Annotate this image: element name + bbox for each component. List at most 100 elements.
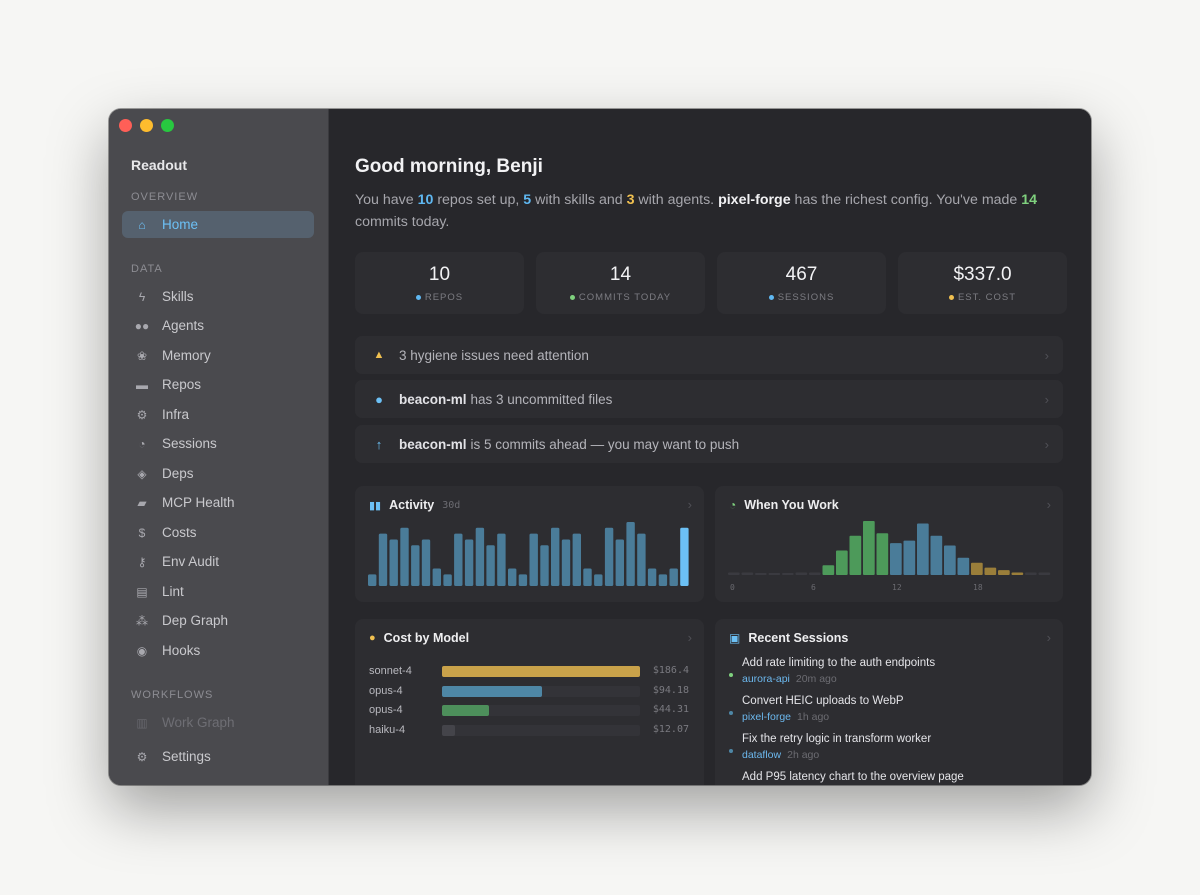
activity-bar — [561, 539, 571, 586]
when-you-work-title: ◔ When You Work — [729, 498, 839, 512]
clock-icon: ◔ — [138, 436, 146, 451]
card-title-text: Activity — [389, 498, 435, 512]
session-repo[interactable]: dataflow — [742, 749, 782, 761]
hour-tick-label: 0 — [730, 583, 735, 592]
hour-bar — [944, 545, 956, 575]
sidebar-item-label: Dep Graph — [162, 613, 229, 628]
hour-bar — [930, 535, 943, 575]
cost-row: haiku-4 $12.07 — [369, 724, 689, 738]
session-dot-icon — [729, 673, 733, 677]
sidebar: Readout OVERVIEW ⌂ Home DATA ϟ Skills ●● Ag… — [109, 109, 329, 785]
sidebar-item-sessions[interactable]: ◔ Sessions — [122, 430, 314, 457]
hour-bar — [782, 573, 794, 575]
sidebar-item-repos[interactable]: ▬ Repos — [122, 371, 314, 398]
stat-card-commits[interactable]: 14 COMMITS TODAY — [536, 252, 705, 314]
sidebar-item-memory[interactable]: ❀ Memory — [122, 342, 314, 369]
zoom-window-button[interactable] — [161, 119, 174, 132]
recent-sessions-card[interactable]: ▣ Recent Sessions › Add rate limiting to… — [715, 619, 1063, 785]
hour-bar — [971, 562, 983, 575]
hour-bar — [728, 572, 740, 575]
arrow-up-icon: ↑ — [375, 436, 383, 452]
status-dot-icon — [948, 294, 954, 300]
stat-card-repos[interactable]: 10 REPOS — [355, 252, 524, 314]
sidebar-item-mcp-health[interactable]: ▰ MCP Health — [122, 489, 314, 516]
sidebar-item-skills[interactable]: ϟ Skills — [122, 283, 314, 310]
sidebar-item-lint[interactable]: ▤ Lint — [122, 578, 314, 605]
stat-card-sessions[interactable]: 467 SESSIONS — [717, 252, 886, 314]
minimize-window-button[interactable] — [140, 119, 153, 132]
sidebar-item-deps[interactable]: ◈ Deps — [122, 460, 314, 487]
session-time: 1h ago — [797, 711, 830, 723]
sidebar-item-settings[interactable]: ⚙ Settings — [122, 743, 314, 770]
sidebar-item-label: Hooks — [162, 643, 201, 658]
session-dot-icon — [729, 711, 733, 715]
alert-commits-ahead[interactable]: ↑ beacon-ml is 5 commits ahead — you may… — [355, 425, 1063, 463]
session-repo[interactable]: pixel-forge — [742, 711, 792, 723]
hour-bar — [822, 565, 835, 575]
model-cost: $12.07 — [652, 724, 689, 736]
cost-by-model-card[interactable]: ● Cost by Model › sonnet-4 $186.4 opus-4 $9… — [355, 619, 704, 785]
cost-bar-track — [442, 685, 640, 697]
activity-card[interactable]: ▮▮ Activity 30d › — [355, 486, 704, 602]
session-item[interactable]: Fix the retry logic in transform worker d… — [729, 733, 1049, 767]
stat-label: EST. COST — [957, 292, 1017, 303]
hour-bar — [1011, 572, 1024, 575]
dollar-icon: $ — [138, 525, 146, 540]
activity-bar — [454, 533, 463, 586]
when-you-work-card[interactable]: ◔ When You Work › 0 6 12 18 — [715, 486, 1063, 602]
section-label-workflows: WORKFLOWS — [131, 689, 214, 701]
alert-uncommitted[interactable]: ● beacon-ml has 3 uncommitted files › — [355, 380, 1063, 418]
alert-text: is 5 commits ahead — you may want to pus… — [470, 436, 740, 452]
clock-icon: ◔ — [729, 498, 737, 512]
sidebar-item-work-graph[interactable]: ▥ Work Graph — [122, 709, 314, 736]
activity-bar — [551, 527, 560, 586]
close-window-button[interactable] — [119, 119, 132, 132]
sidebar-item-home[interactable]: ⌂ Home — [122, 211, 314, 238]
box-icon: ◈ — [137, 466, 147, 481]
dot-icon: ● — [375, 391, 383, 407]
sidebar-item-label: Skills — [162, 289, 194, 304]
session-item[interactable]: Add P95 latency chart to the overview pa… — [729, 771, 1049, 785]
sidebar-item-label: Env Audit — [162, 554, 220, 569]
alert-hygiene[interactable]: ▲ 3 hygiene issues need attention › — [355, 336, 1063, 374]
hour-tick-label: 18 — [973, 583, 983, 592]
activity-bar — [464, 539, 474, 586]
sidebar-item-dep-graph[interactable]: ⁂ Dep Graph — [122, 607, 314, 634]
session-time: 2h ago — [787, 749, 820, 761]
chevron-right-icon: › — [687, 497, 692, 512]
sidebar-item-infra[interactable]: ⚙ Infra — [122, 401, 314, 428]
hour-bar — [957, 557, 970, 575]
card-title-text: Cost by Model — [383, 631, 470, 645]
activity-bar — [400, 527, 409, 586]
sidebar-item-env-audit[interactable]: ⚷ Env Audit — [122, 548, 314, 575]
graph-icon: ⁂ — [136, 613, 148, 628]
session-item[interactable]: Convert HEIC uploads to WebP pixel-forge 1… — [729, 695, 1049, 729]
sidebar-item-costs[interactable]: $ Costs — [122, 519, 314, 546]
chevron-right-icon: › — [1046, 497, 1051, 512]
status-dot-icon — [415, 294, 421, 300]
sidebar-item-hooks[interactable]: ◉ Hooks — [122, 637, 314, 664]
sidebar-item-agents[interactable]: ●● Agents — [122, 312, 314, 339]
chevron-right-icon: › — [1044, 347, 1049, 363]
bolt-icon: ϟ — [138, 289, 146, 304]
activity-bar — [475, 527, 485, 586]
activity-bar — [497, 533, 506, 586]
hour-bar — [809, 572, 821, 575]
activity-bar — [443, 574, 452, 586]
summary-commit-count: 14 — [1021, 192, 1038, 208]
cost-bar — [442, 666, 640, 677]
stat-card-cost[interactable]: $337.0 EST. COST — [898, 252, 1067, 314]
activity-bar — [572, 533, 581, 586]
model-name: haiku-4 — [369, 724, 406, 737]
session-repo[interactable]: aurora-api — [742, 673, 790, 685]
sidebar-item-label: Costs — [162, 525, 197, 540]
activity-bar — [604, 527, 614, 586]
hour-bar — [876, 533, 889, 575]
session-item[interactable]: Add rate limiting to the auth endpoints a… — [729, 657, 1049, 691]
cost-row: sonnet-4 $186.4 — [369, 665, 689, 679]
page-title: Good morning, Benji — [355, 156, 543, 177]
cost-bar-track — [442, 666, 640, 677]
summary-repo-count: 10 — [417, 192, 434, 208]
activity-bar — [583, 568, 592, 586]
hook-icon: ◉ — [136, 643, 148, 658]
